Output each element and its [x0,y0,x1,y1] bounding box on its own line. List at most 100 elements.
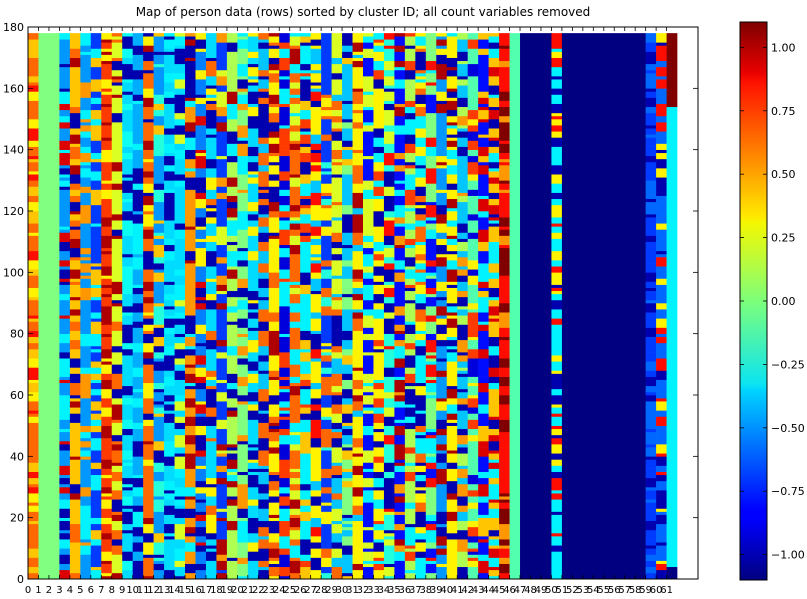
heatmap-cell [446,250,458,255]
heatmap-cell [310,373,322,377]
heatmap-cell [425,296,437,307]
heatmap-cell [205,456,217,466]
heatmap-cell [174,112,186,120]
heatmap-cell [300,155,311,163]
heatmap-cell [342,51,353,58]
heatmap-cell [488,566,500,571]
heatmap-cell [551,103,563,114]
heatmap-cell [185,106,196,111]
heatmap-cell [446,269,458,279]
heatmap-cell [226,220,238,230]
heatmap-cell [645,51,657,55]
heatmap-cell [342,100,353,104]
heatmap-cell [342,128,353,132]
heatmap-cell [153,36,165,43]
heatmap-cell [331,508,343,512]
heatmap-cell [551,112,563,117]
heatmap-cell [205,94,217,98]
heatmap-cell [373,318,385,325]
heatmap-cell [195,229,207,239]
heatmap-cell [80,131,92,138]
heatmap-cell [111,161,123,172]
heatmap-cell [237,355,249,359]
heatmap-cell [268,232,280,236]
heatmap-cell [237,431,249,436]
heatmap-cell [195,566,207,571]
heatmap-cell [268,505,280,515]
heatmap-cell [404,100,416,108]
heatmap-cell [59,103,71,111]
heatmap-cell [279,257,291,261]
heatmap-cell [457,33,468,40]
heatmap-cell [205,523,217,534]
heatmap-cell [195,352,207,356]
heatmap-cell [310,370,322,374]
heatmap-cell [216,407,228,414]
heatmap-cell [331,128,343,132]
heatmap-cell [90,134,102,141]
heatmap-cell [90,312,102,319]
heatmap-cell [205,39,217,49]
heatmap-cell [90,171,102,175]
heatmap-cell [310,244,322,255]
heatmap-cell [415,220,427,227]
heatmap-cell [132,39,144,46]
heatmap-cell [90,474,102,479]
heatmap-cell [289,143,301,150]
heatmap-cell [300,373,311,380]
heatmap-cell [111,309,123,313]
heatmap-cell [258,143,270,150]
heatmap-cell [80,447,92,451]
heatmap-cell [321,33,332,43]
heatmap-cell [446,149,458,160]
heatmap-cell [331,39,343,49]
heatmap-cell [321,370,332,374]
heatmap-cell [363,278,374,285]
heatmap-cell [446,253,458,261]
heatmap-cell [645,548,657,555]
heatmap-cell [467,474,479,485]
heatmap-cell [499,349,510,359]
heatmap-cell [247,566,259,571]
heatmap-cell [28,201,39,206]
heatmap-cell [111,352,123,359]
heatmap-cell [321,296,332,307]
heatmap-cell [111,293,123,301]
heatmap-cell [237,508,249,512]
heatmap-cell [122,266,133,276]
heatmap-cell [300,453,311,460]
heatmap-cell [457,278,468,282]
heatmap-cell [132,211,144,215]
heatmap-cell [310,290,322,295]
heatmap-cell [185,97,196,101]
heatmap-cell [80,275,92,279]
heatmap-cell [216,192,228,200]
heatmap-cell [111,36,123,40]
heatmap-cell [216,517,228,522]
heatmap-cell [69,296,81,301]
heatmap-cell [164,82,175,86]
heatmap-cell [132,232,144,239]
heatmap-cell [247,542,259,552]
heatmap-cell [268,355,280,362]
heatmap-cell [425,557,437,561]
heatmap-cell [551,428,563,436]
heatmap-cell [247,235,259,242]
heatmap-cell [352,165,364,172]
heatmap-cell [656,382,667,387]
heatmap-cell [488,158,500,163]
heatmap-cell [174,223,186,230]
heatmap-cell [258,217,270,227]
heatmap-cell [488,85,500,95]
heatmap-cell [321,529,332,534]
heatmap-cell [363,223,374,233]
heatmap-cell [394,115,406,126]
heatmap-cell [394,189,406,196]
heatmap-cell [153,391,165,402]
heatmap-cell [247,471,259,476]
heatmap-cell [205,278,217,282]
heatmap-cell [205,223,217,233]
heatmap-cell [164,523,175,534]
heatmap-cell [425,155,437,163]
heatmap-cell [226,529,238,537]
